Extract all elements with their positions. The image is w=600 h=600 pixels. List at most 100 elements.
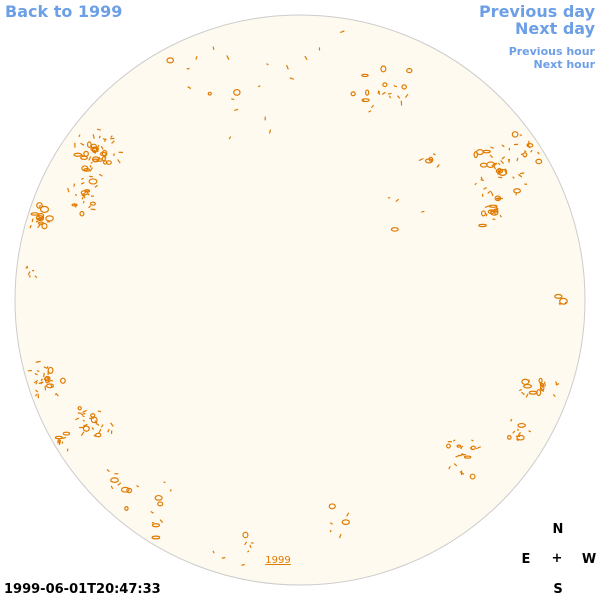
next-hour-link[interactable]: Next hour bbox=[533, 58, 596, 71]
contour-mark bbox=[340, 30, 345, 34]
contour-mark bbox=[539, 384, 545, 392]
contour-mark bbox=[80, 182, 85, 185]
contour-mark bbox=[490, 146, 494, 149]
contour-mark bbox=[67, 187, 70, 193]
contour-mark bbox=[523, 383, 533, 389]
contour-mark bbox=[90, 413, 96, 418]
contour-mark bbox=[124, 506, 129, 511]
contour-mark bbox=[82, 200, 85, 204]
contour-mark bbox=[82, 423, 88, 427]
contour-mark bbox=[539, 382, 545, 387]
contour-mark bbox=[247, 550, 250, 553]
contour-mark bbox=[159, 519, 164, 524]
contour-mark bbox=[154, 494, 163, 501]
contour-mark bbox=[459, 471, 465, 475]
contour-mark bbox=[471, 439, 474, 442]
contour-mark bbox=[195, 56, 198, 60]
next-day-link[interactable]: Next day bbox=[515, 19, 595, 38]
contour-mark bbox=[81, 177, 84, 181]
contour-mark bbox=[45, 383, 55, 389]
contour-mark bbox=[459, 453, 464, 457]
contour-mark bbox=[43, 372, 45, 378]
contour-mark bbox=[33, 379, 39, 384]
contour-mark bbox=[100, 145, 104, 150]
contour-mark bbox=[490, 191, 494, 197]
contour-mark bbox=[44, 375, 51, 382]
contour-mark bbox=[483, 187, 487, 190]
contour-mark bbox=[41, 222, 48, 230]
contour-mark bbox=[488, 204, 498, 208]
contour-mark bbox=[388, 95, 392, 99]
contour-mark bbox=[93, 434, 97, 437]
contour-mark bbox=[516, 438, 519, 442]
contour-mark bbox=[495, 168, 504, 174]
contour-mark bbox=[424, 158, 434, 164]
contour-mark bbox=[478, 223, 487, 228]
contour-mark bbox=[329, 522, 333, 525]
contour-mark bbox=[82, 419, 86, 422]
contour-mark bbox=[110, 422, 114, 427]
contour-mark bbox=[94, 420, 98, 423]
contour-mark bbox=[75, 417, 80, 421]
contour-mark bbox=[244, 541, 248, 546]
contour-mark bbox=[89, 167, 93, 172]
contour-mark bbox=[395, 198, 400, 203]
contour-mark bbox=[47, 366, 54, 374]
year-link[interactable]: 1999 bbox=[265, 555, 290, 566]
contour-mark bbox=[338, 533, 342, 539]
contour-mark bbox=[512, 430, 516, 434]
contour-mark bbox=[361, 98, 370, 103]
contour-mark bbox=[27, 271, 31, 276]
contour-mark bbox=[341, 519, 350, 526]
contour-mark bbox=[520, 153, 524, 156]
previous-day-link[interactable]: Previous day bbox=[478, 2, 595, 21]
previous-hour-link[interactable]: Previous hour bbox=[508, 45, 595, 58]
contour-mark bbox=[88, 178, 98, 185]
contour-mark bbox=[80, 412, 86, 416]
contour-mark bbox=[187, 86, 192, 90]
contour-mark bbox=[81, 154, 84, 157]
contour-mark bbox=[207, 91, 212, 96]
contour-mark bbox=[88, 205, 92, 209]
contour-mark bbox=[54, 435, 63, 440]
contour-mark bbox=[521, 391, 525, 396]
contour-mark bbox=[432, 153, 436, 156]
contour-mark bbox=[489, 210, 492, 213]
back-to-year-link[interactable]: Back to 1999 bbox=[5, 2, 123, 21]
contour-mark bbox=[401, 84, 407, 90]
contour-mark bbox=[228, 136, 232, 140]
contour-mark bbox=[38, 204, 41, 208]
contour-mark bbox=[106, 468, 110, 473]
contour-mark bbox=[100, 424, 104, 428]
contour-mark bbox=[92, 134, 95, 139]
contour-mark bbox=[35, 389, 39, 393]
contour-mark bbox=[107, 428, 110, 433]
contour-mark bbox=[559, 297, 568, 305]
contour-mark bbox=[91, 427, 95, 431]
contour-mark bbox=[55, 393, 59, 397]
contour-mark bbox=[257, 85, 261, 88]
contour-mark bbox=[479, 162, 488, 168]
contour-mark bbox=[515, 192, 518, 196]
contour-mark bbox=[480, 176, 483, 180]
contour-mark bbox=[304, 55, 308, 61]
contour-mark bbox=[393, 84, 398, 88]
contour-mark bbox=[504, 168, 508, 172]
contour-mark bbox=[516, 157, 519, 162]
contour-mark bbox=[474, 182, 477, 186]
contour-mark bbox=[150, 511, 154, 514]
contour-mark bbox=[489, 154, 494, 159]
contour-mark bbox=[35, 393, 38, 397]
contour-mark bbox=[328, 503, 336, 510]
contour-mark bbox=[487, 190, 491, 194]
contour-mark bbox=[250, 542, 254, 544]
contour-mark bbox=[517, 431, 522, 436]
contour-mark bbox=[79, 210, 85, 217]
contour-mark bbox=[110, 135, 113, 138]
contour-mark bbox=[90, 161, 93, 164]
contour-mark bbox=[83, 150, 89, 157]
contour-mark bbox=[519, 172, 525, 175]
compass-west: W bbox=[581, 552, 597, 567]
contour-mark bbox=[97, 158, 103, 162]
contour-mark bbox=[89, 201, 96, 206]
